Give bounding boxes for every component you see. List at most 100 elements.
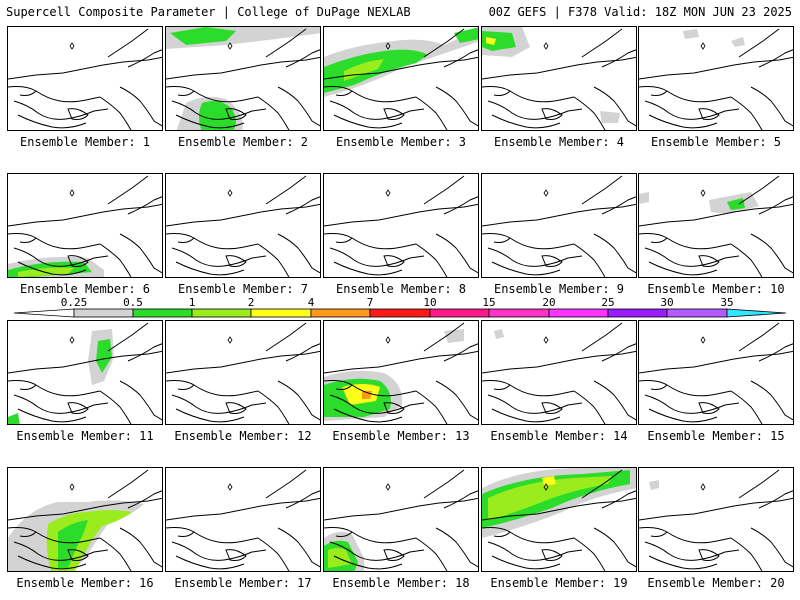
map-outline	[265, 322, 307, 352]
map-outline	[573, 96, 606, 130]
scp-shaded-area	[482, 31, 516, 51]
map-outline	[383, 108, 405, 120]
map-outline	[383, 402, 405, 414]
location-marker-icon	[543, 483, 549, 491]
map-outline	[383, 549, 405, 561]
map-outline	[8, 203, 162, 227]
map-outline	[13, 394, 109, 414]
map-outline	[423, 322, 465, 352]
map-outline	[127, 49, 162, 68]
map-outline	[329, 100, 425, 120]
map-outline	[601, 490, 636, 509]
map-outline	[225, 255, 247, 267]
ensemble-map-panel	[638, 173, 794, 278]
map-outline	[730, 390, 763, 424]
map-outline	[277, 380, 320, 421]
map-outline	[324, 56, 478, 80]
map-outline	[750, 86, 793, 127]
map-outline	[324, 350, 478, 374]
map-outline	[119, 380, 162, 421]
map-outline	[435, 527, 478, 568]
scp-shaded-area	[170, 27, 236, 45]
map-outline	[644, 247, 740, 267]
location-marker-icon	[385, 336, 391, 344]
scp-shaded-area	[494, 329, 504, 339]
map-outline	[285, 49, 320, 68]
ensemble-member-label: Ensemble Member: 4	[493, 135, 625, 149]
ensemble-member-label: Ensemble Member: 10	[647, 282, 785, 296]
location-marker-icon	[227, 336, 233, 344]
location-marker-icon	[700, 189, 706, 197]
map-outline	[639, 56, 793, 80]
map-outline	[493, 90, 511, 96]
color-scale-legend: 0.25 0.5 1 2 4 7 10 15 20 25 30 35	[0, 296, 800, 322]
location-marker-icon	[227, 189, 233, 197]
map-outline	[648, 261, 718, 276]
colorbar-tick-label: 25	[601, 296, 615, 309]
colorbar-segment	[666, 308, 728, 318]
map-outline	[265, 175, 307, 205]
map-outline	[99, 537, 132, 571]
ensemble-member-label: Ensemble Member: 16	[16, 576, 154, 590]
valid-time: 00Z GEFS | F378 Valid: 18Z MON JUN 23 20…	[488, 5, 792, 19]
ensemble-member-label: Ensemble Member: 3	[335, 135, 467, 149]
map-svg	[8, 28, 162, 130]
map-svg	[166, 322, 320, 424]
map-outline	[166, 203, 320, 227]
map-outline	[119, 233, 162, 274]
ensemble-map-panel	[481, 467, 637, 572]
map-outline	[491, 408, 561, 423]
map-outline	[19, 90, 37, 96]
map-outline	[650, 237, 668, 243]
map-outline	[639, 527, 732, 544]
map-outline	[541, 255, 563, 267]
map-outline	[17, 114, 87, 129]
map-outline	[329, 541, 425, 561]
map-outline	[573, 390, 606, 424]
map-outline	[166, 380, 259, 397]
colorbar-tick-label: 7	[366, 296, 374, 309]
map-outline	[648, 114, 718, 129]
map-outline	[750, 527, 793, 568]
map-outline	[593, 86, 636, 127]
map-outline	[175, 555, 245, 570]
map-outline	[257, 243, 290, 277]
scp-shaded-area	[444, 329, 464, 343]
scp-shaded-area	[649, 480, 659, 490]
ensemble-member-label: Ensemble Member: 1	[19, 135, 151, 149]
map-outline	[19, 531, 37, 537]
map-outline	[175, 408, 245, 423]
map-outline	[593, 527, 636, 568]
map-outline	[443, 49, 478, 68]
ensemble-map-panel	[323, 173, 479, 278]
map-outline	[581, 175, 623, 205]
map-outline	[758, 343, 793, 362]
colorbar-lower-arrow	[13, 308, 75, 318]
map-outline	[415, 96, 448, 130]
map-outline	[335, 384, 353, 390]
map-svg	[639, 469, 793, 571]
map-outline	[99, 390, 132, 424]
map-outline	[648, 555, 718, 570]
map-outline	[423, 28, 465, 58]
scp-shaded-area	[328, 548, 352, 568]
scp-shaded-area	[683, 29, 699, 39]
scp-shaded-area	[199, 101, 236, 130]
map-outline	[482, 350, 636, 374]
map-outline	[593, 233, 636, 274]
map-outline	[758, 49, 793, 68]
map-outline	[639, 86, 732, 103]
colorbar-tick-label: 20	[542, 296, 556, 309]
map-outline	[285, 196, 320, 215]
map-outline	[650, 531, 668, 537]
ensemble-map-panel	[165, 320, 321, 425]
map-outline	[107, 322, 149, 352]
map-outline	[482, 497, 636, 521]
ensemble-member-label: Ensemble Member: 5	[650, 135, 782, 149]
map-outline	[491, 114, 561, 129]
map-outline	[67, 255, 89, 267]
map-outline	[277, 527, 320, 568]
map-outline	[750, 233, 793, 274]
map-outline	[541, 402, 563, 414]
ensemble-member-label: Ensemble Member: 7	[177, 282, 309, 296]
